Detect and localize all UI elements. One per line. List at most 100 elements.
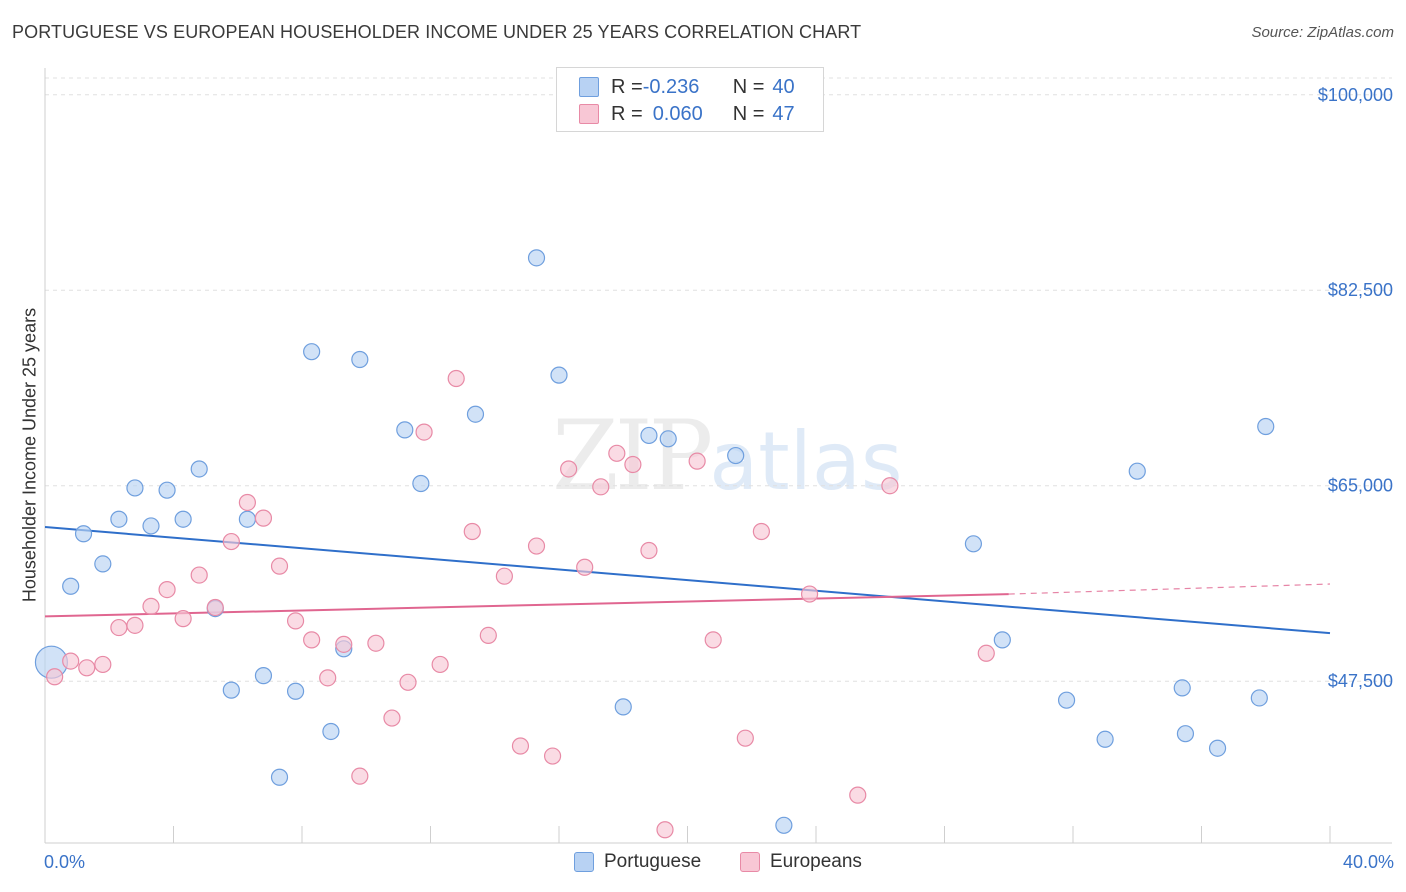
data-point-europeans — [511, 737, 530, 755]
data-point-portuguese — [396, 421, 414, 439]
legend-label-europeans: Europeans — [770, 851, 862, 872]
data-point-portuguese — [659, 430, 677, 448]
watermark: ZIPatlas — [552, 400, 903, 512]
data-point-portuguese — [1057, 691, 1076, 709]
data-point-portuguese — [142, 517, 160, 535]
legend-row-portuguese: R = -0.236 N = 40 — [579, 75, 795, 99]
y-tick-label: $100,000 — [1318, 85, 1393, 105]
data-point-portuguese — [1128, 462, 1146, 480]
data-point-europeans — [608, 444, 626, 462]
data-point-portuguese — [158, 481, 176, 499]
chart-title: PORTUGUESE VS EUROPEAN HOUSEHOLDER INCOM… — [12, 22, 862, 42]
data-point-europeans — [399, 673, 417, 691]
data-point-europeans — [78, 659, 96, 677]
data-point-portuguese — [1208, 739, 1227, 757]
y-tick-label: $82,500 — [1328, 280, 1393, 300]
legend-n-value: 47 — [772, 102, 795, 125]
data-point-europeans — [656, 821, 674, 839]
data-point-europeans — [110, 618, 128, 637]
data-point-portuguese — [351, 350, 369, 369]
y-tick-label: $65,000 — [1328, 476, 1393, 496]
data-points — [34, 249, 1275, 839]
data-point-portuguese — [222, 681, 240, 699]
data-point-portuguese — [640, 426, 658, 445]
data-point-europeans — [335, 635, 353, 653]
legend-swatch-europeans — [740, 852, 760, 872]
data-point-europeans — [881, 477, 899, 495]
data-point-europeans — [367, 634, 385, 652]
data-point-europeans — [319, 669, 337, 687]
data-point-portuguese — [254, 667, 273, 685]
data-point-portuguese — [550, 366, 568, 384]
correlation-legend: R = -0.236 N = 40 R = 0.060 N = 47 — [556, 67, 824, 132]
legend-r-label: R = — [611, 102, 643, 125]
data-point-portuguese — [1257, 417, 1275, 436]
data-point-europeans — [736, 729, 754, 747]
data-point-portuguese — [775, 816, 793, 834]
data-point-portuguese — [322, 722, 340, 741]
data-point-europeans — [62, 652, 80, 670]
legend-r-value: 0.060 — [652, 102, 703, 125]
legend-n-label: N = — [732, 75, 765, 98]
data-point-europeans — [46, 668, 64, 686]
data-point-europeans — [849, 786, 867, 804]
data-point-portuguese — [614, 698, 632, 716]
y-axis-label: Householder Income Under 25 years — [19, 307, 40, 603]
trend-line-europeans — [44, 593, 1009, 618]
data-point-europeans — [977, 644, 995, 662]
legend-n-label: N = — [732, 102, 765, 125]
data-point-europeans — [206, 598, 224, 617]
data-point-europeans — [351, 767, 369, 785]
data-point-europeans — [190, 566, 208, 584]
data-point-europeans — [222, 532, 240, 551]
data-point-europeans — [447, 369, 465, 388]
axes — [44, 68, 1392, 844]
data-point-europeans — [270, 557, 289, 575]
data-point-europeans — [576, 558, 594, 576]
legend-label-portuguese: Portuguese — [604, 851, 702, 872]
data-point-europeans — [800, 585, 819, 603]
data-point-europeans — [174, 610, 192, 628]
data-point-portuguese — [62, 577, 80, 595]
data-point-europeans — [527, 537, 546, 555]
data-point-portuguese — [286, 682, 305, 700]
data-point-europeans — [142, 597, 160, 615]
data-point-portuguese — [110, 510, 128, 528]
data-point-europeans — [592, 478, 610, 496]
data-point-europeans — [415, 423, 433, 441]
bottom-legend-portuguese: Portuguese — [574, 851, 701, 873]
data-point-portuguese — [270, 768, 289, 786]
data-point-portuguese — [174, 510, 192, 528]
x-tick-label-min: 0.0% — [44, 852, 86, 872]
y-tick-labels: $47,500 $65,000 $82,500 $100,000 — [1318, 85, 1393, 691]
data-point-portuguese — [94, 555, 112, 573]
data-point-portuguese — [1176, 725, 1195, 743]
legend-swatch-portuguese — [574, 852, 594, 872]
data-point-europeans — [303, 631, 321, 649]
data-point-europeans — [126, 616, 144, 634]
trend-lines — [44, 526, 1331, 635]
grid-lines — [45, 77, 1392, 682]
data-point-europeans — [383, 709, 401, 727]
data-point-portuguese — [303, 343, 321, 361]
data-point-europeans — [463, 522, 481, 541]
legend-swatch-portuguese — [579, 77, 599, 97]
data-point-portuguese — [190, 460, 208, 478]
legend-row-europeans: R = 0.060 N = 47 — [579, 102, 795, 126]
data-point-europeans — [238, 493, 256, 512]
data-point-portuguese — [412, 474, 430, 493]
data-point-portuguese — [466, 405, 485, 423]
data-point-portuguese — [727, 446, 745, 465]
data-point-portuguese — [1173, 679, 1191, 697]
legend-n-value: 40 — [772, 75, 795, 98]
data-point-portuguese — [74, 525, 93, 543]
data-point-europeans — [158, 581, 176, 599]
data-point-europeans — [254, 509, 273, 527]
trend-line-europeans-extension — [1008, 583, 1331, 595]
bottom-legend-europeans: Europeans — [740, 851, 862, 873]
data-point-europeans — [752, 522, 770, 541]
legend-r-label: R = — [611, 75, 643, 98]
data-point-europeans — [479, 626, 497, 645]
x-tick-label-max: 40.0% — [1342, 852, 1394, 872]
source-label: Source: ZipAtlas.com — [1251, 24, 1394, 41]
